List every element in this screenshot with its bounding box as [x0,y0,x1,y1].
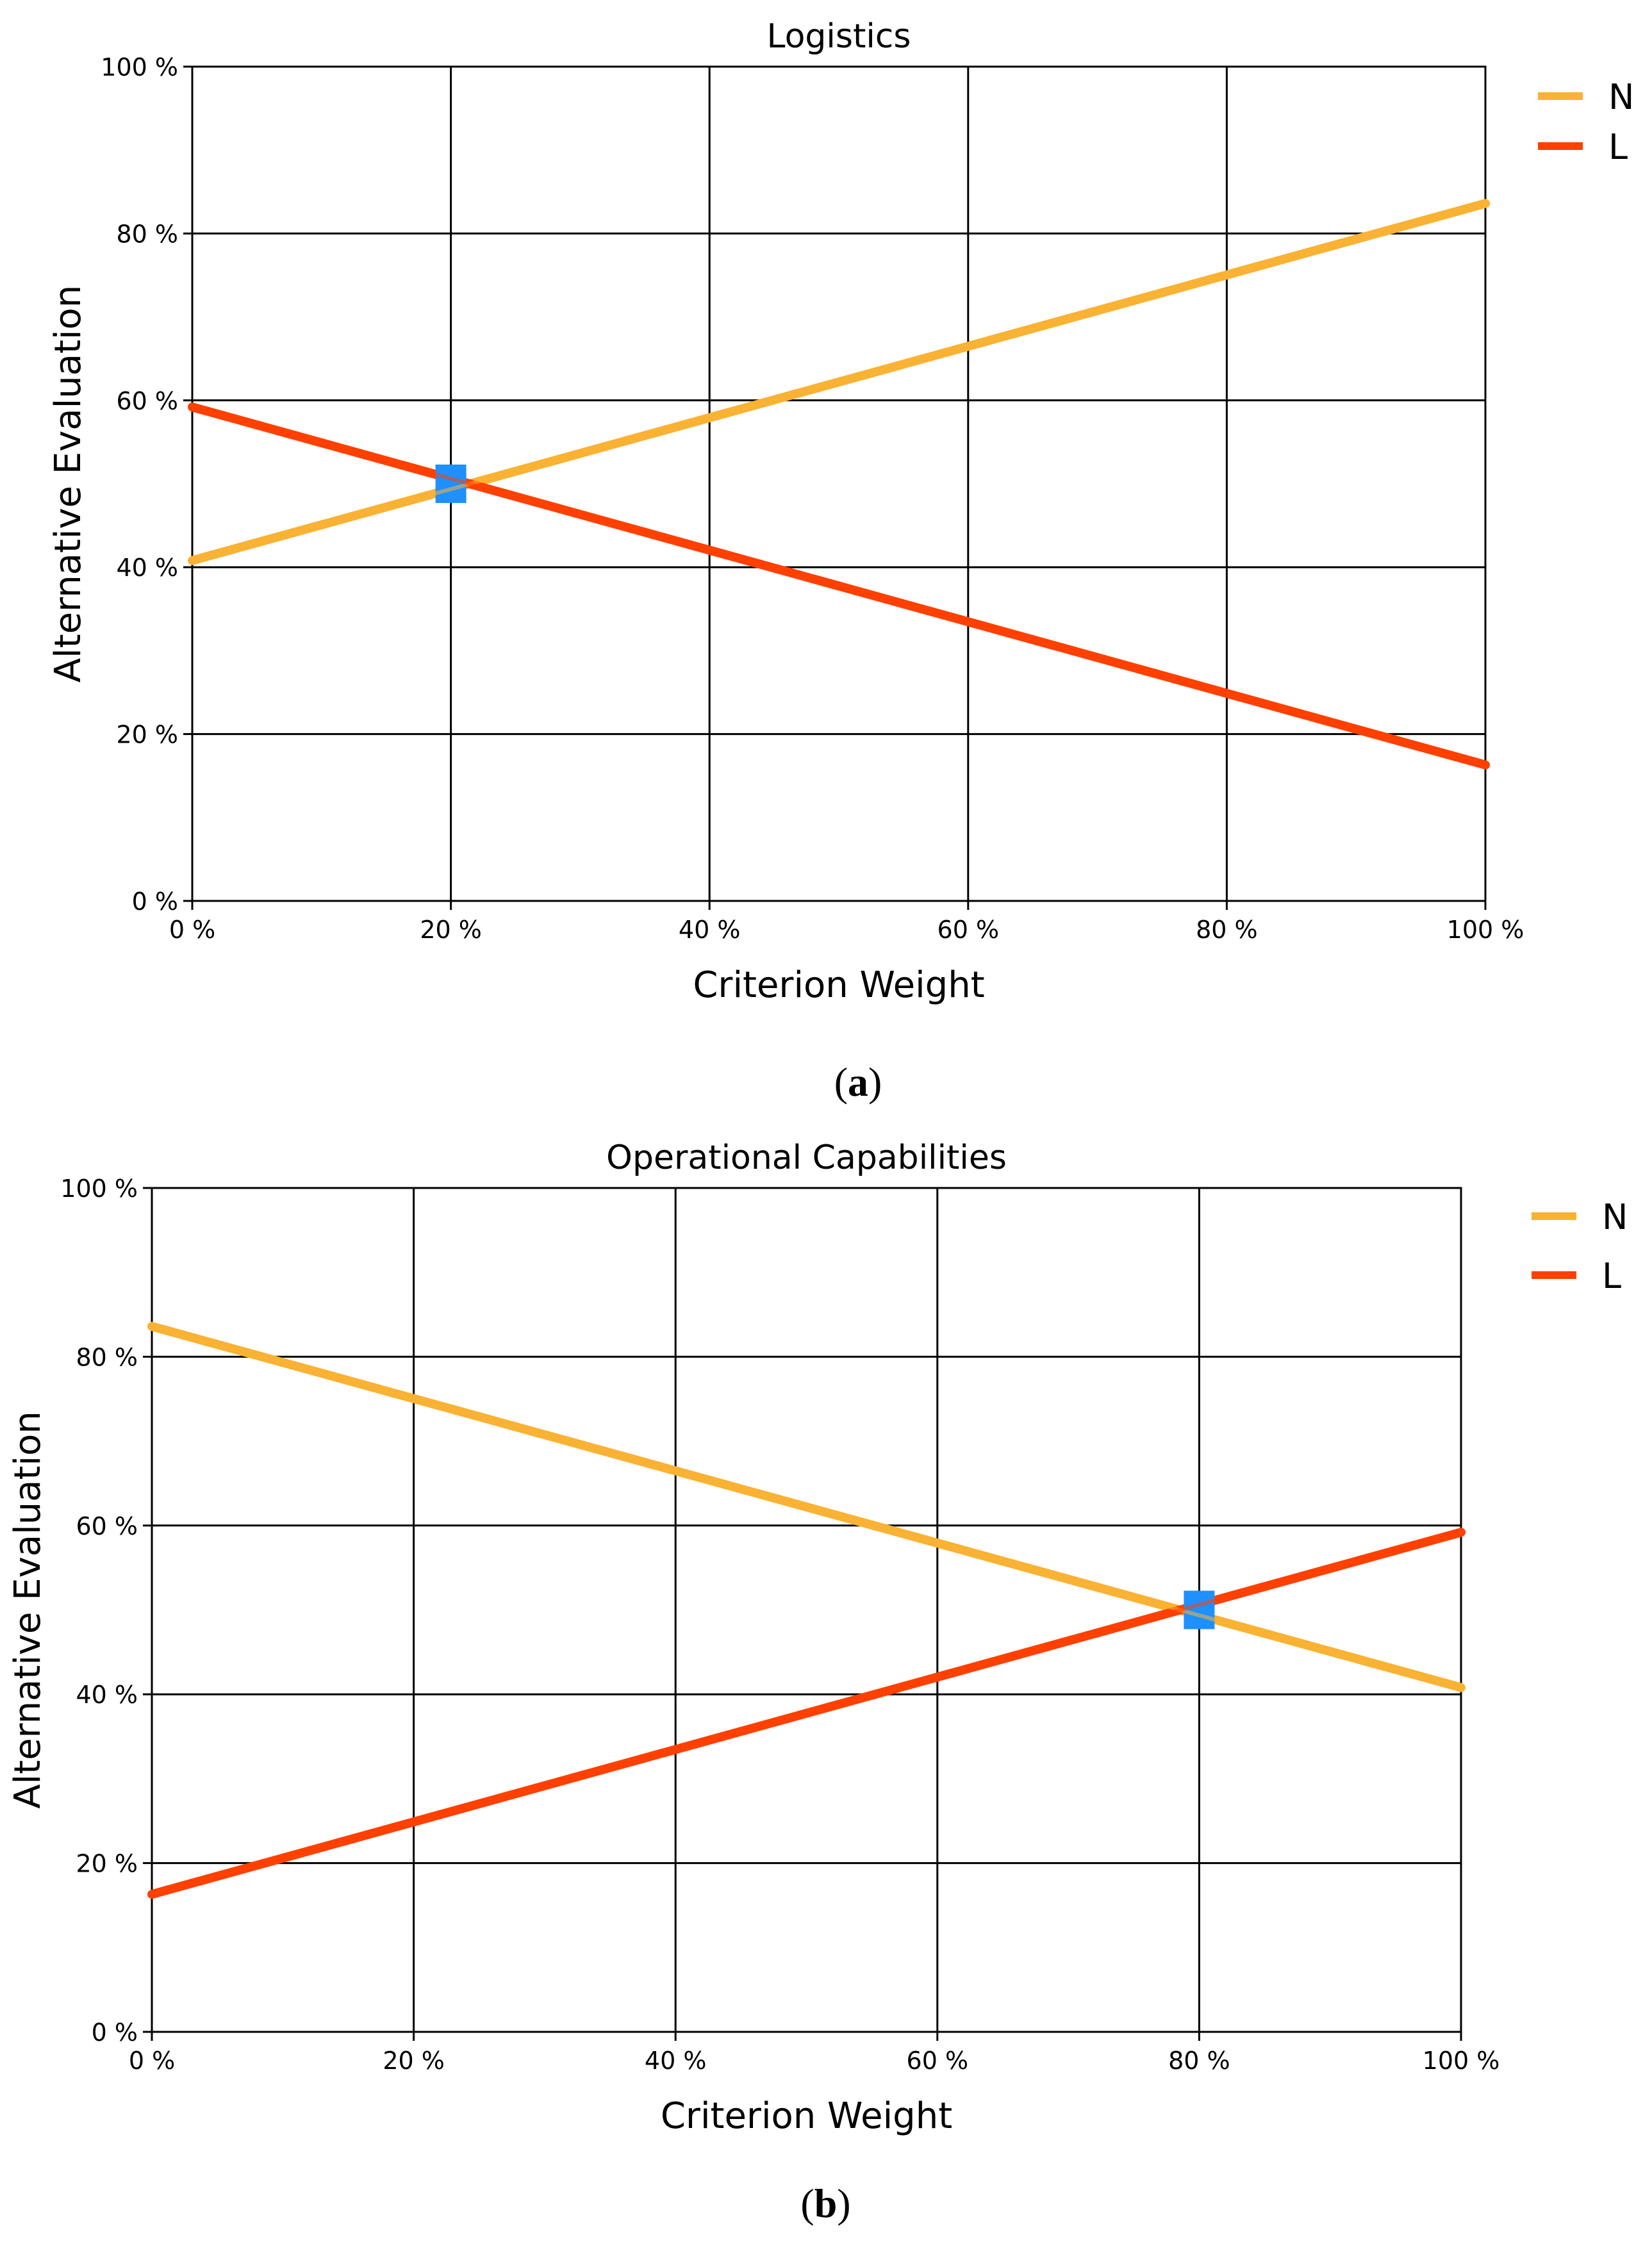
legend: NL [1532,1197,1628,1296]
y-tick-label: 20 % [76,1850,138,1878]
y-tick-label: 100 % [60,1175,138,1203]
y-tick-label: 0 % [92,2018,138,2047]
x-tick-label: 20 % [420,916,482,944]
series-line-overlay-n [151,1324,1462,1690]
x-tick-label: 100 % [1447,916,1524,944]
plot-area [192,67,1485,901]
y-axis-label: Alternative Evaluation [47,285,89,683]
x-tick-label: 0 % [129,2047,175,2075]
panel-caption: (a) [834,1059,882,1105]
chart-title: Logistics [767,17,911,56]
chart-b: 0 % 20 % 40 % 60 % 80 % 100 % 0 % 20 % 40 % 60 % 8… [7,1139,1628,2226]
y-tick-label: 20 % [116,721,178,749]
y-tick-label: 40 % [116,554,178,582]
legend-label-l: L [1608,127,1628,167]
y-tick-label: 60 % [76,1512,138,1540]
plot-area [152,1188,1461,2032]
x-tick-label: 100 % [1423,2047,1500,2075]
panel-caption: (b) [800,2181,850,2226]
x-tick-label: 40 % [679,916,741,944]
series-line-overlay-l [151,1530,1462,1897]
x-tick-label: 20 % [383,2047,445,2075]
x-tick-label: 0 % [169,916,215,944]
chart-title: Operational Capabilities [606,1139,1007,1177]
legend-label-l: L [1602,1256,1621,1296]
plot-border [191,65,1487,902]
y-axis-label: Alternative Evaluation [7,1411,49,1809]
y-tick-label: 80 % [76,1343,138,1371]
y-tick-label: 100 % [101,53,178,81]
legend: NL [1538,77,1634,167]
y-tick-label: 80 % [116,220,178,248]
x-tick-label: 40 % [645,2047,707,2075]
series-line-overlay-n [192,201,1486,563]
y-tick-label: 60 % [116,387,178,415]
intersection-marker [1184,1590,1215,1629]
chart-a: 0 % 20 % 40 % 60 % 80 % 100 % 0 % 20 % 40 % 60 % 8… [47,17,1634,1105]
legend-label-n: N [1608,77,1634,117]
series-line-overlay-l [192,405,1486,767]
plot-border [151,1187,1462,2033]
x-axis-label: Criterion Weight [661,2095,952,2137]
x-tick-label: 80 % [1168,2047,1230,2075]
intersection-marker [435,465,467,503]
x-axis-label: Criterion Weight [693,964,984,1006]
x-tick-label: 60 % [907,2047,969,2075]
x-tick-label: 80 % [1196,916,1258,944]
y-tick-label: 0 % [132,887,178,916]
x-tick-label: 60 % [938,916,1000,944]
y-tick-label: 40 % [76,1681,138,1709]
legend-label-n: N [1602,1197,1628,1237]
